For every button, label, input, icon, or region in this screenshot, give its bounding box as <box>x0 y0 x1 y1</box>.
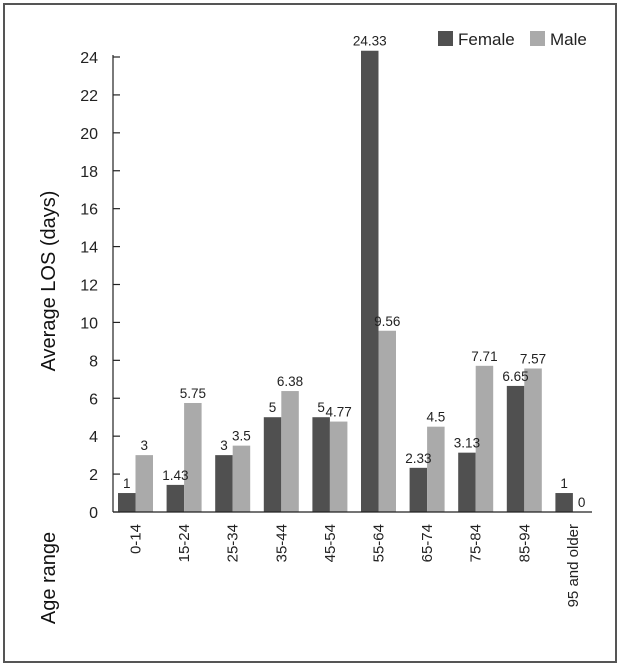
legend: Female Male <box>438 30 587 49</box>
legend-label-male: Male <box>550 30 587 49</box>
data-label: 24.33 <box>353 34 387 49</box>
data-label: 5 <box>317 400 325 415</box>
y-tick-label: 10 <box>80 315 98 332</box>
bar-female-55-64 <box>361 50 379 513</box>
y-tick-label: 20 <box>80 126 98 143</box>
legend-label-female: Female <box>458 30 515 49</box>
data-label: 3.5 <box>232 429 251 444</box>
bar-female-45-54 <box>312 417 330 512</box>
category-label: 0-14 <box>128 524 145 554</box>
bar-female-35-44 <box>263 417 282 512</box>
data-label: 4.5 <box>426 410 445 425</box>
bar-female-25-34 <box>215 455 233 512</box>
bar-female-95-and-older <box>555 493 573 512</box>
y-tick-label: 0 <box>89 505 98 522</box>
data-label: 0 <box>578 495 586 510</box>
y-tick-label: 6 <box>89 391 98 408</box>
data-label: 1 <box>123 476 131 491</box>
bar-male-65-74 <box>427 426 445 512</box>
y-tick-label: 24 <box>80 50 98 67</box>
chart-frame <box>3 3 617 663</box>
data-label: 7.57 <box>520 351 546 366</box>
y-tick-label: 18 <box>80 164 98 181</box>
y-tick-label: 22 <box>80 88 98 105</box>
y-tick-label: 14 <box>80 240 98 257</box>
data-label: 5.75 <box>180 386 206 401</box>
category-label: 25-34 <box>225 524 242 562</box>
x-axis: 0-14 15-24 25-34 35-44 45-54 55-64 65-74 75-84 8… <box>113 511 592 607</box>
bar-female-85-94 <box>506 385 525 512</box>
data-label: 1 <box>560 476 568 491</box>
y-tick-label: 2 <box>89 467 98 484</box>
data-label: 5 <box>269 400 277 415</box>
bar-female-75-84 <box>458 452 476 512</box>
x-axis-title: Age range <box>38 532 60 624</box>
data-label: 3.13 <box>454 436 480 451</box>
bar-male-45-54 <box>329 421 348 512</box>
bars <box>118 50 573 513</box>
y-axis-title: Average LOS (days) <box>38 191 60 372</box>
bar-male-75-84 <box>475 365 494 512</box>
data-label: 4.77 <box>326 405 352 420</box>
data-label: 3 <box>220 438 228 453</box>
legend-swatch-female <box>438 31 453 46</box>
bar-female-0-14 <box>118 493 136 512</box>
data-label: 1.43 <box>162 468 188 483</box>
data-label: 6.38 <box>277 374 303 389</box>
bar-male-0-14 <box>135 455 153 512</box>
bar-male-85-94 <box>524 368 542 512</box>
data-label: 7.71 <box>471 349 497 364</box>
bar-male-25-34 <box>232 445 251 512</box>
category-label: 95 and older <box>565 524 582 607</box>
bar-female-65-74 <box>409 467 428 512</box>
y-tick-label: 16 <box>80 202 98 219</box>
category-label: 85-94 <box>516 524 533 562</box>
y-tick-label: 4 <box>89 429 98 446</box>
bar-male-55-64 <box>378 330 396 512</box>
category-label: 55-64 <box>371 524 388 562</box>
legend-swatch-male <box>530 31 545 46</box>
data-label: 9.56 <box>374 314 400 329</box>
category-label: 75-84 <box>468 524 485 562</box>
category-label: 35-44 <box>273 524 290 562</box>
bar-male-15-24 <box>184 402 202 512</box>
data-label: 3 <box>140 438 148 453</box>
data-label: 6.65 <box>502 369 528 384</box>
bar-female-15-24 <box>166 484 185 512</box>
category-label: 65-74 <box>419 524 436 562</box>
category-label: 15-24 <box>176 524 193 562</box>
bar-male-35-44 <box>281 391 299 512</box>
y-tick-label: 12 <box>80 278 98 295</box>
category-label: 45-54 <box>322 524 339 562</box>
y-tick-label: 8 <box>89 353 98 370</box>
data-label: 2.33 <box>405 451 431 466</box>
